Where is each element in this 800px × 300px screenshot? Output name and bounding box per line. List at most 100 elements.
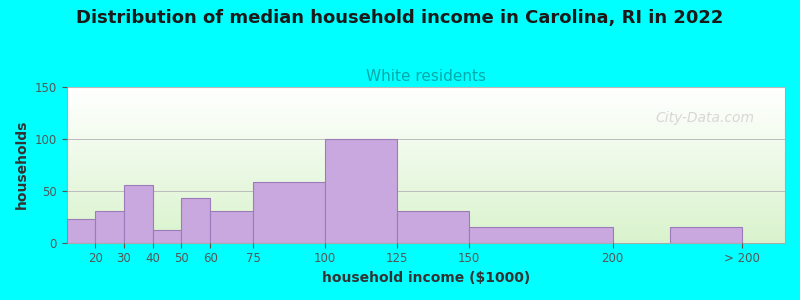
Bar [124,185,153,243]
Bar [66,176,785,177]
Bar [66,112,785,113]
Bar [66,149,785,150]
Bar [153,230,182,243]
Bar [66,234,785,235]
Bar [66,156,785,157]
Bar [66,162,785,163]
Bar [66,117,785,118]
Bar [66,223,785,224]
Bar [66,186,785,187]
Bar [66,238,785,239]
Bar [66,158,785,159]
Bar [66,174,785,175]
Bar [66,235,785,236]
Bar [66,87,785,88]
Bar [66,152,785,153]
Bar [66,88,785,89]
Bar [66,111,785,112]
Bar [66,225,785,226]
Bar [66,124,785,125]
Bar [66,221,785,222]
Bar [66,146,785,147]
Bar [66,189,785,190]
Bar [66,139,785,140]
Bar [66,180,785,181]
Bar [66,130,785,131]
Bar [66,114,785,115]
Bar [66,145,785,146]
Bar [66,113,785,114]
Bar [66,110,785,111]
Bar [66,118,785,119]
Bar [66,195,785,196]
Bar [66,237,785,238]
Bar [66,190,785,191]
Bar [66,218,785,219]
Bar [66,151,785,152]
Bar [66,192,785,193]
Bar [66,159,785,160]
X-axis label: household income ($1000): household income ($1000) [322,271,530,285]
Bar [66,219,785,220]
Bar [66,179,785,180]
Bar [66,120,785,121]
Bar [66,132,785,133]
Bar [66,240,785,241]
Bar [66,102,785,103]
Bar [66,128,785,129]
Bar [66,197,785,198]
Bar [66,184,785,185]
Bar [66,202,785,203]
Bar [325,139,397,243]
Bar [66,217,785,218]
Bar [66,133,785,134]
Bar [66,224,785,225]
Bar [66,141,785,142]
Bar [66,97,785,98]
Bar [66,207,785,208]
Bar [66,170,785,171]
Bar [66,92,785,93]
Bar [66,98,785,99]
Bar [66,116,785,117]
Bar [397,212,469,243]
Bar [66,193,785,194]
Bar [95,212,124,243]
Bar [66,125,785,126]
Bar [66,216,785,217]
Bar [66,115,785,116]
Bar [66,100,785,101]
Bar [66,119,785,120]
Bar [66,209,785,210]
Bar [66,160,785,161]
Bar [66,208,785,209]
Bar [66,241,785,242]
Bar [66,232,785,233]
Bar [66,213,785,214]
Bar [66,229,785,230]
Bar [66,140,785,141]
Bar [66,183,785,184]
Bar [66,178,785,179]
Bar [66,153,785,154]
Bar [254,182,325,243]
Bar [66,215,785,216]
Bar [66,205,785,206]
Bar [66,172,785,173]
Bar [66,161,785,162]
Bar [66,165,785,166]
Bar [182,198,210,243]
Bar [66,230,785,231]
Text: Distribution of median household income in Carolina, RI in 2022: Distribution of median household income … [76,9,724,27]
Bar [66,163,785,164]
Bar [66,126,785,127]
Bar [66,122,785,123]
Bar [66,131,785,132]
Bar [66,142,785,143]
Bar [66,226,785,227]
Bar [670,227,742,243]
Bar [66,198,785,199]
Bar [66,135,785,136]
Bar [66,137,785,138]
Bar [66,93,785,94]
